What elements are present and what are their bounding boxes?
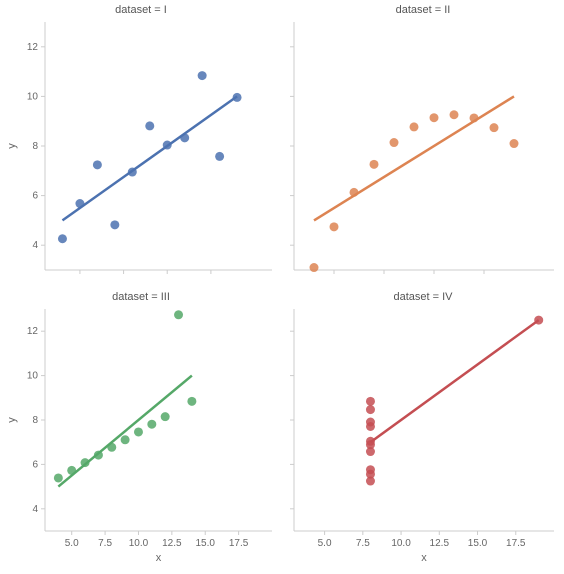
svg-text:5.0: 5.0	[65, 538, 79, 549]
svg-text:17.5: 17.5	[506, 538, 526, 549]
data-point	[390, 138, 399, 147]
data-point	[163, 141, 172, 150]
panel-svg: 5.0 7.5 10.0 12.5 15.0 17.5 x	[282, 287, 564, 569]
data-point	[107, 443, 116, 452]
facet-grid: dataset = I4681012ydataset = IIdataset =…	[0, 0, 564, 564]
fit-line	[58, 376, 192, 487]
data-point	[330, 222, 339, 231]
data-point	[187, 397, 196, 406]
svg-text:12: 12	[27, 42, 39, 53]
data-point	[75, 199, 84, 208]
data-point	[366, 440, 375, 449]
data-point	[93, 160, 102, 169]
data-point	[534, 316, 543, 325]
svg-text:10.0: 10.0	[391, 538, 411, 549]
svg-text:4: 4	[32, 504, 38, 515]
x-axis-label: x	[421, 552, 427, 564]
data-point	[310, 263, 319, 272]
svg-text:4: 4	[32, 240, 38, 251]
svg-text:6: 6	[32, 191, 38, 202]
panel-1: dataset = I 4 6 8 10 12 y	[0, 0, 282, 287]
svg-text:5.0: 5.0	[318, 538, 332, 549]
panel-title: dataset = III	[0, 291, 282, 303]
y-axis-label: y	[6, 143, 18, 149]
panel-svg: 5.0 7.5 10.0 12.5 15.0 17.5 4 6 8 10 12 x y	[0, 287, 282, 569]
data-point	[450, 110, 459, 119]
svg-text:10.0: 10.0	[129, 538, 149, 549]
svg-text:8: 8	[32, 415, 38, 426]
data-point	[161, 412, 170, 421]
data-point	[174, 310, 183, 319]
fit-line	[62, 96, 237, 220]
svg-text:15.0: 15.0	[468, 538, 488, 549]
panel-svg: 4 6 8 10 12 y	[0, 0, 282, 282]
data-point	[67, 466, 76, 475]
svg-text:10: 10	[27, 91, 39, 102]
data-point	[430, 113, 439, 122]
data-point	[110, 220, 119, 229]
panel-title: dataset = II	[282, 4, 564, 16]
data-point	[134, 427, 143, 436]
data-point	[366, 417, 375, 426]
svg-text:8: 8	[32, 141, 38, 152]
data-point	[145, 121, 154, 130]
data-point	[58, 234, 67, 243]
svg-text:15.0: 15.0	[196, 538, 216, 549]
y-axis-label: y	[6, 417, 18, 423]
data-point	[490, 123, 499, 132]
svg-text:12: 12	[27, 326, 39, 337]
data-point	[81, 458, 90, 467]
data-point	[470, 113, 479, 122]
data-point	[121, 435, 130, 444]
svg-text:17.5: 17.5	[229, 538, 249, 549]
svg-text:10: 10	[27, 371, 39, 382]
data-point	[366, 405, 375, 414]
panel-title: dataset = IV	[282, 291, 564, 303]
svg-text:6: 6	[32, 459, 38, 470]
fit-line	[370, 320, 538, 442]
svg-text:12.5: 12.5	[430, 538, 450, 549]
data-point	[54, 473, 63, 482]
svg-text:7.5: 7.5	[98, 538, 112, 549]
data-point	[233, 93, 242, 102]
data-point	[410, 122, 419, 131]
panel-title: dataset = I	[0, 4, 282, 16]
data-point	[215, 152, 224, 161]
panel-4: dataset = IV 5.0 7.5 10.0 12.5 15.0 17.5 x	[282, 287, 564, 574]
data-point	[147, 420, 156, 429]
fit-line	[314, 96, 514, 220]
svg-text:7.5: 7.5	[356, 538, 370, 549]
panel-2: dataset = II	[282, 0, 564, 287]
data-point	[94, 451, 103, 460]
data-point	[198, 71, 207, 80]
data-point	[350, 188, 359, 197]
panel-3: dataset = III 5.0 7.5 10.0 12.5 15.0 17.5 4 6 8 10…	[0, 287, 282, 574]
data-point	[370, 160, 379, 169]
data-point	[180, 133, 189, 142]
data-point	[128, 168, 137, 177]
x-axis-label: x	[156, 552, 162, 564]
data-point	[366, 397, 375, 406]
data-point	[366, 470, 375, 479]
panel-svg	[282, 0, 564, 282]
svg-text:12.5: 12.5	[162, 538, 182, 549]
data-point	[510, 139, 519, 148]
